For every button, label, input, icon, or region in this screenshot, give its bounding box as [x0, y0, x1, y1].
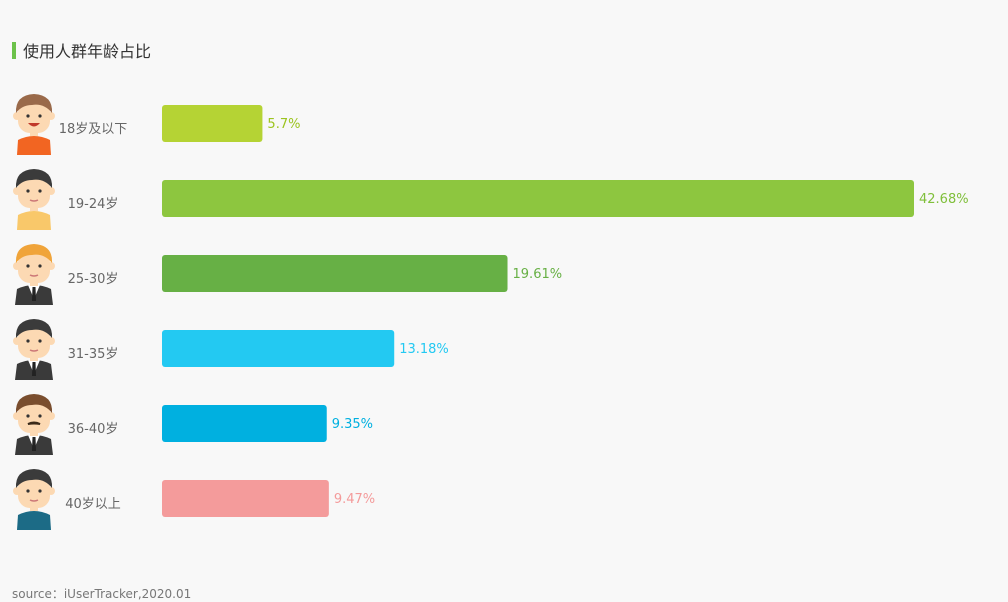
category-label: 18岁及以下 [59, 122, 128, 137]
value-label: 19.61% [513, 267, 563, 282]
bar [162, 180, 914, 217]
category-label: 36-40岁 [68, 422, 119, 437]
boy-avatar-icon [13, 94, 55, 155]
value-label: 5.7% [267, 117, 300, 132]
man-suit-dark-avatar-icon [13, 319, 55, 380]
man-casual-avatar-icon [13, 469, 55, 530]
value-label: 9.35% [332, 417, 373, 432]
category-label: 31-35岁 [68, 347, 119, 362]
bar [162, 105, 263, 142]
bar [162, 330, 395, 367]
bar [162, 480, 329, 517]
value-label: 42.68% [919, 192, 969, 207]
bar [162, 255, 508, 292]
young-man-avatar-icon [13, 169, 55, 230]
chart-title: 使用人群年龄占比 [23, 42, 152, 61]
chart-header: 使用人群年龄占比 [12, 38, 151, 62]
man-mustache-avatar-icon [13, 394, 55, 455]
bar-chart: 18岁及以下 5.7% 19-24岁 42.68% 25-30岁 19.61% 31-35岁… [13, 94, 969, 530]
bar [162, 405, 327, 442]
category-label: 40岁以上 [65, 497, 121, 512]
category-label: 25-30岁 [68, 272, 119, 287]
title-accent-bar [12, 41, 16, 59]
value-label: 9.47% [334, 492, 375, 507]
category-label: 19-24岁 [68, 197, 119, 212]
man-suit-avatar-icon [13, 244, 55, 305]
value-label: 13.18% [399, 342, 449, 357]
source-note: source：iUserTracker,2020.01 [12, 587, 192, 601]
